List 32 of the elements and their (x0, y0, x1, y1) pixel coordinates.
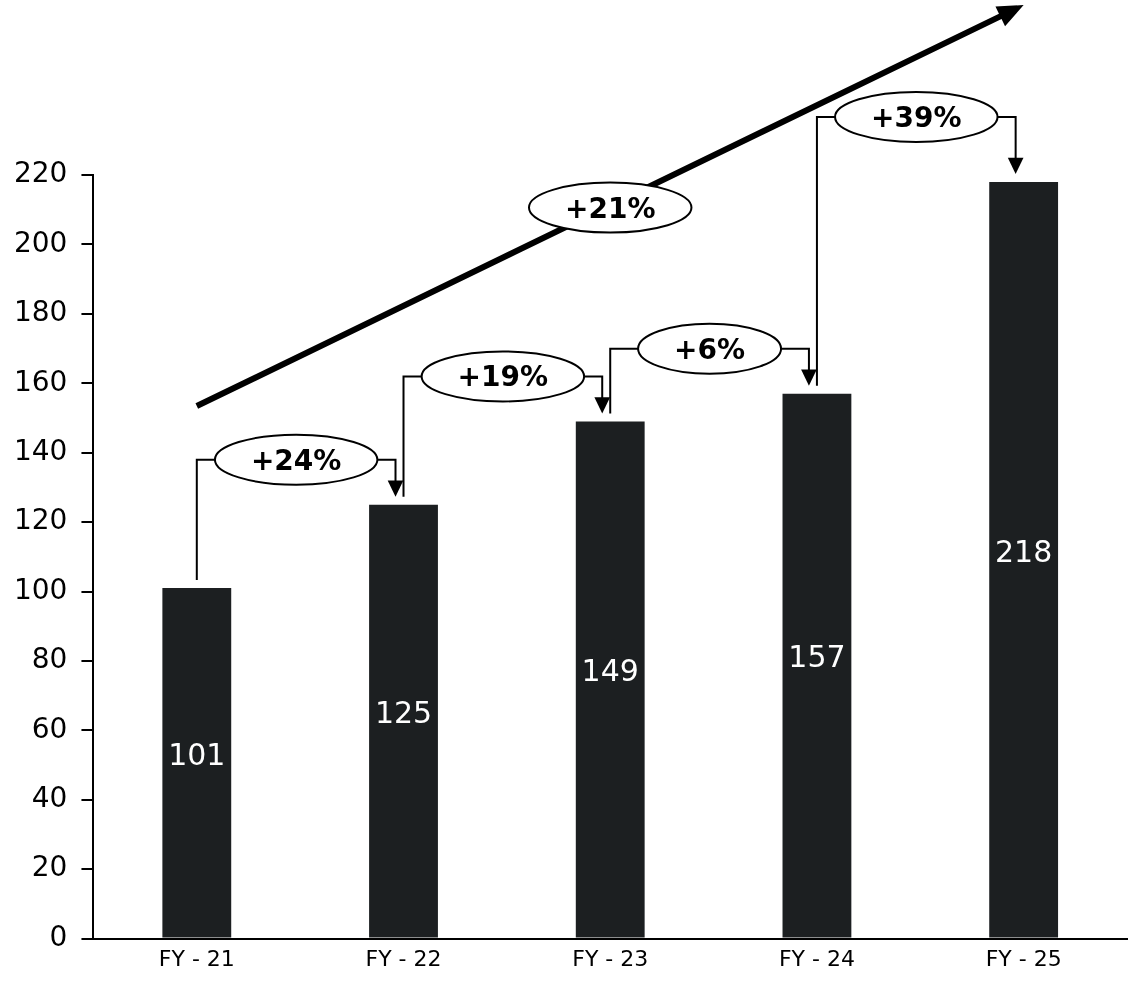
bar (782, 393, 852, 938)
data-label: 101 (168, 736, 226, 772)
annotation: +19% (457, 360, 549, 394)
data-label: 157 (788, 639, 846, 675)
y-tick-label: 20 (31, 850, 68, 884)
y-tick-label: 120 (13, 503, 68, 537)
bar (369, 504, 438, 938)
data-label: 218 (995, 533, 1053, 569)
bar (989, 181, 1059, 938)
annotation: +6% (674, 332, 746, 366)
x-tick-label: FY - 24 (778, 945, 855, 971)
y-tick-label: 60 (31, 711, 68, 745)
x-tick-label: FY - 22 (365, 945, 442, 971)
y-tick-label: 0 (49, 919, 68, 953)
bar (162, 588, 232, 938)
x-tick-label: FY - 25 (985, 945, 1062, 971)
y-tick-label: 180 (13, 295, 68, 329)
y-tick-label: 160 (13, 364, 68, 398)
bar (575, 421, 645, 938)
text: +39% (871, 100, 962, 134)
data-label: 125 (374, 694, 433, 730)
annotation: +24% (250, 443, 342, 477)
y-tick-label: 80 (31, 642, 68, 676)
annotation: +21% (564, 191, 656, 225)
data-label: 149 (581, 653, 639, 689)
y-tick-label: 220 (13, 156, 68, 190)
y-tick-label: 140 (13, 433, 68, 467)
y-tick-label: 200 (13, 225, 68, 259)
x-tick-label: FY - 21 (158, 945, 235, 971)
x-tick-label: FY - 23 (572, 945, 649, 971)
y-tick-label: 40 (31, 781, 68, 815)
y-tick-label: 100 (13, 572, 68, 606)
